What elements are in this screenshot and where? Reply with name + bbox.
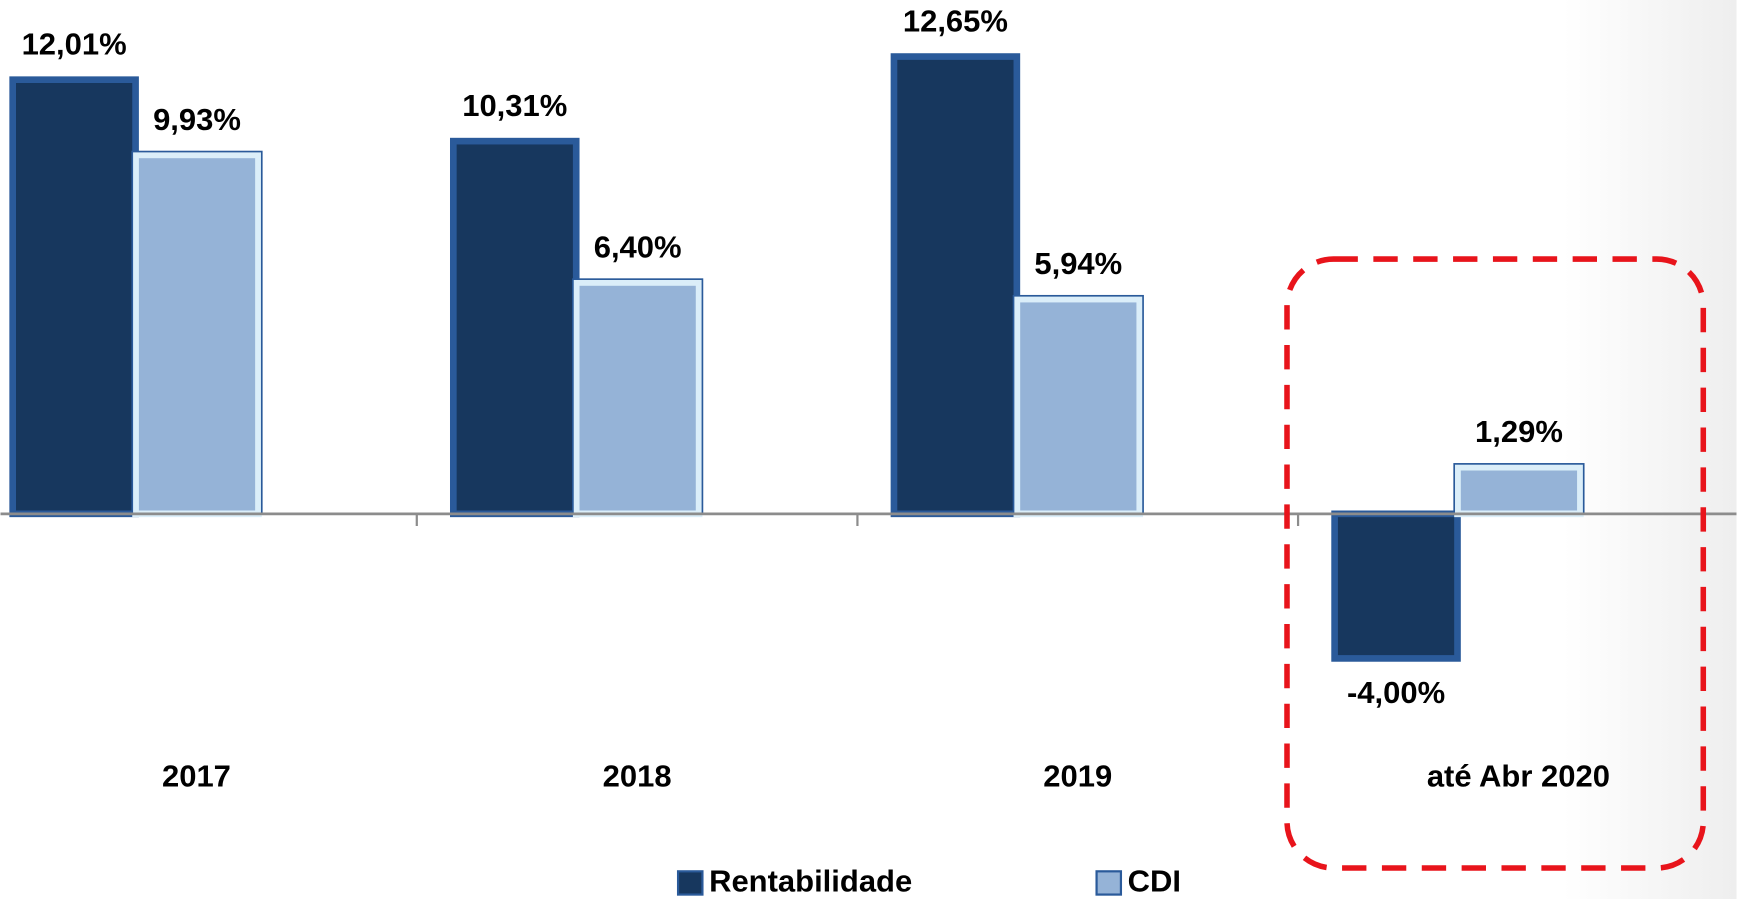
value-label: 6,40% <box>594 229 682 264</box>
x-tick-label: 2017 <box>162 759 231 794</box>
value-label: -4,00% <box>1347 675 1445 710</box>
bar <box>132 151 262 518</box>
x-tick-label: até Abr 2020 <box>1427 759 1610 794</box>
bar <box>450 137 580 518</box>
legend-swatch <box>676 870 704 896</box>
x-tick-label: 2019 <box>1043 759 1112 794</box>
bar <box>572 279 703 518</box>
highlight-box <box>1284 256 1707 871</box>
value-label: 9,93% <box>153 102 241 137</box>
legend-label: Rentabilidade <box>709 864 912 899</box>
bar <box>1331 510 1461 662</box>
value-label: 10,31% <box>462 88 567 123</box>
value-label: 12,65% <box>903 4 1008 39</box>
x-tick-label: 2018 <box>603 759 672 794</box>
bar <box>890 53 1021 518</box>
plot-area: 2017 12,01% 9,93% 2018 10,31% 6,40% 2019 12,65%… <box>0 4 1737 794</box>
value-label: 12,01% <box>22 27 127 62</box>
value-label: 1,29% <box>1475 414 1563 449</box>
bar <box>1454 463 1584 518</box>
legend-swatch <box>1095 870 1123 896</box>
value-label: 5,94% <box>1034 246 1122 281</box>
legend: Rentabilidade CDI <box>676 864 1181 899</box>
bar <box>9 76 139 518</box>
bar <box>1013 295 1144 518</box>
legend-label: CDI <box>1128 864 1181 899</box>
